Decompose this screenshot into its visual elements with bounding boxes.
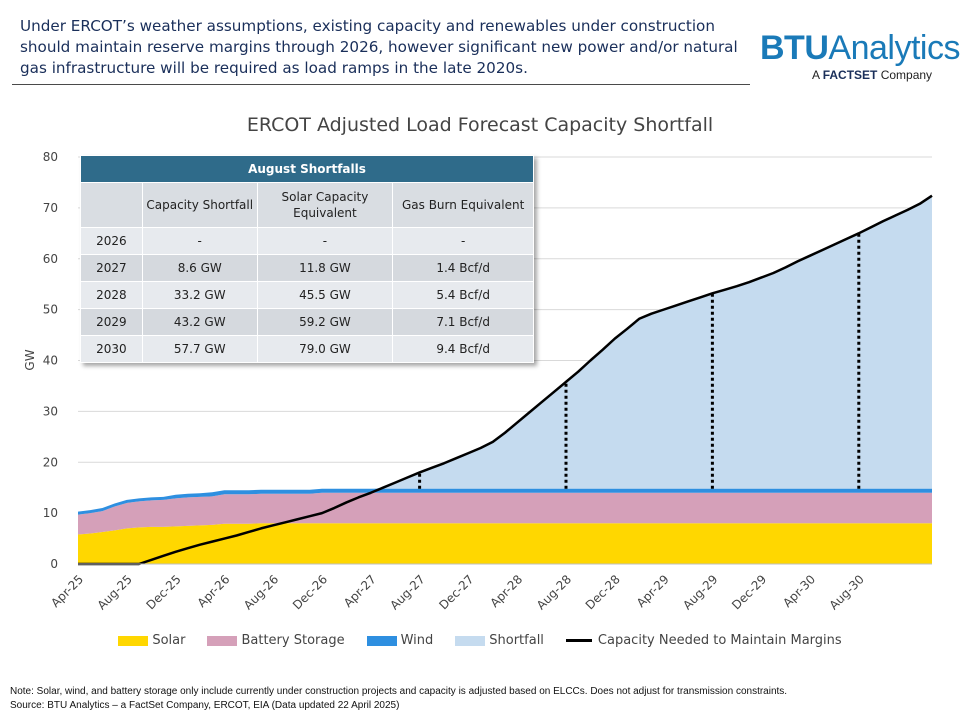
x-tick-label: Aug-27 bbox=[387, 572, 427, 612]
chart-title: ERCOT Adjusted Load Forecast Capacity Sh… bbox=[246, 114, 714, 136]
table-cell: 2027 bbox=[80, 254, 143, 282]
x-tick-label: Dec-25 bbox=[144, 572, 184, 612]
legend-item-battery: Battery Storage bbox=[207, 633, 345, 648]
table-header-cell: Capacity Shortfall bbox=[141, 182, 258, 228]
x-tick-label: Aug-28 bbox=[534, 572, 574, 612]
table-row: 2027 8.6 GW 11.8 GW 1.4 Bcf/d bbox=[80, 254, 534, 282]
x-tick-label: Aug-25 bbox=[95, 572, 135, 612]
footnote-note: Note: Solar, wind, and battery storage o… bbox=[10, 686, 788, 697]
logo-sub-bold: FACTSET bbox=[822, 68, 878, 82]
y-tick-label: 50 bbox=[43, 303, 58, 317]
x-tick-label: Apr-30 bbox=[780, 572, 818, 610]
battery-storage-area bbox=[78, 492, 932, 535]
legend-label: Capacity Needed to Maintain Margins bbox=[597, 633, 842, 648]
y-axis-title: GW bbox=[23, 349, 37, 370]
table-row: 2029 43.2 GW 59.2 GW 7.1 Bcf/d bbox=[80, 308, 534, 336]
btu-analytics-logo: BTUAnalytics A FACTSET Company bbox=[760, 29, 960, 82]
legend-swatch-solar bbox=[118, 635, 149, 646]
x-tick-label: Dec-29 bbox=[729, 572, 769, 612]
table-cell: 2029 bbox=[80, 308, 143, 336]
table-cell: 7.1 Bcf/d bbox=[392, 308, 534, 336]
logo-brand-rest: Analytics bbox=[828, 29, 960, 67]
x-tick-label: Apr-27 bbox=[341, 572, 379, 610]
shortfall-area bbox=[78, 195, 932, 512]
chart-footnote: Note: Solar, wind, and battery storage o… bbox=[10, 685, 787, 712]
legend-swatch-line bbox=[565, 639, 592, 642]
table-row: 2028 33.2 GW 45.5 GW 5.4 Bcf/d bbox=[80, 281, 534, 309]
headline: Under ERCOT’s weather assumptions, exist… bbox=[20, 17, 738, 77]
legend-swatch-wind bbox=[366, 635, 397, 646]
table-cell: 43.2 GW bbox=[141, 308, 258, 336]
table-row: 2026- - - bbox=[80, 227, 534, 255]
table-cell: 5.4 Bcf/d bbox=[392, 281, 534, 309]
capacity-needed-line bbox=[78, 194, 933, 566]
x-tick-label: Dec-26 bbox=[290, 572, 330, 612]
table-header-cell bbox=[80, 182, 143, 228]
y-tick-label: 30 bbox=[43, 404, 58, 418]
legend-label: Solar bbox=[152, 633, 186, 648]
legend-swatch-shortfall bbox=[455, 635, 486, 646]
y-tick-label: 60 bbox=[43, 252, 58, 266]
table-cell: 33.2 GW bbox=[141, 281, 258, 309]
legend-swatch-battery bbox=[207, 635, 238, 646]
y-tick-label: 0 bbox=[50, 557, 58, 571]
table-cell: 2026 bbox=[80, 227, 143, 255]
table-cell: - bbox=[256, 227, 394, 255]
table-header-row: Capacity Shortfall Solar Capacity Equiva… bbox=[80, 182, 534, 228]
x-tick-label: Aug-26 bbox=[241, 572, 281, 612]
table-cell: 1.4 Bcf/d bbox=[392, 254, 534, 282]
x-tick-label: Apr-29 bbox=[634, 572, 672, 610]
headline-divider bbox=[12, 84, 750, 85]
legend-item-capacity-needed: Capacity Needed to Maintain Margins bbox=[565, 633, 842, 648]
chart-legend: Solar Battery Storage Wind Shortfall Cap… bbox=[0, 633, 960, 648]
x-tick-label: Aug-30 bbox=[827, 572, 867, 612]
table-cell: - bbox=[392, 227, 534, 255]
table-cell: 57.7 GW bbox=[141, 335, 258, 363]
wind-area bbox=[78, 488, 932, 515]
legend-item-shortfall: Shortfall bbox=[455, 633, 544, 648]
table-cell: 2028 bbox=[80, 281, 143, 309]
logo-sub-suffix: Company bbox=[877, 68, 933, 82]
table-header-cell: Solar Capacity Equivalent bbox=[256, 182, 394, 228]
y-tick-label: 40 bbox=[43, 354, 58, 368]
footnote-source: Source: BTU Analytics – a FactSet Compan… bbox=[10, 699, 400, 711]
x-tick-label: Apr-25 bbox=[48, 572, 86, 610]
y-tick-label: 80 bbox=[43, 150, 58, 164]
x-tick-label: Aug-29 bbox=[680, 572, 720, 612]
table-cell: 8.6 GW bbox=[141, 254, 258, 282]
table-cell: 45.5 GW bbox=[256, 281, 394, 309]
logo-sub-prefix: A bbox=[812, 68, 823, 82]
table-cell: 2030 bbox=[80, 335, 143, 363]
table-cell: 9.4 Bcf/d bbox=[392, 335, 534, 363]
legend-label: Shortfall bbox=[489, 633, 544, 648]
table-title: August Shortfalls bbox=[80, 155, 534, 183]
table-cell: - bbox=[141, 227, 258, 255]
legend-label: Wind bbox=[400, 633, 434, 648]
solar-area bbox=[78, 523, 932, 564]
table-cell: 79.0 GW bbox=[256, 335, 394, 363]
logo-tagline: A FACTSET Company bbox=[760, 68, 950, 82]
legend-item-wind: Wind bbox=[366, 633, 434, 648]
x-tick-label: Dec-27 bbox=[436, 572, 476, 612]
table-row: 2030 57.7 GW 79.0 GW 9.4 Bcf/d bbox=[80, 335, 534, 363]
x-tick-label: Dec-28 bbox=[583, 572, 623, 612]
table-header-cell: Gas Burn Equivalent bbox=[392, 182, 534, 228]
table-cell: 59.2 GW bbox=[256, 308, 394, 336]
logo-brand-bold: BTU bbox=[760, 29, 829, 67]
y-tick-label: 70 bbox=[43, 201, 58, 215]
x-tick-label: Apr-28 bbox=[487, 572, 525, 610]
x-tick-label: Apr-26 bbox=[195, 572, 233, 610]
august-shortfalls-table: August Shortfalls Capacity Shortfall Sol… bbox=[80, 155, 534, 363]
logo-wordmark: BTUAnalytics bbox=[760, 29, 960, 67]
table-cell: 11.8 GW bbox=[256, 254, 394, 282]
legend-label: Battery Storage bbox=[241, 633, 345, 648]
y-tick-label: 10 bbox=[43, 506, 58, 520]
y-tick-label: 20 bbox=[43, 455, 58, 469]
legend-item-solar: Solar bbox=[118, 633, 185, 648]
